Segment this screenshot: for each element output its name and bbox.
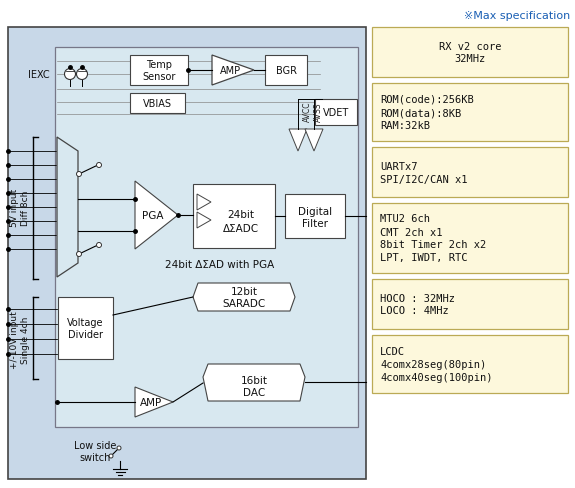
Polygon shape	[305, 130, 323, 152]
Bar	[8, 28, 366, 479]
Text: Filter: Filter	[302, 219, 328, 228]
Text: ※Max specification: ※Max specification	[464, 11, 570, 21]
Text: DAC: DAC	[243, 387, 265, 397]
Text: ROM(code):256KB: ROM(code):256KB	[380, 95, 474, 105]
Text: 12bit: 12bit	[231, 286, 258, 296]
Text: +/-10V input
Single 4ch: +/-10V input Single 4ch	[10, 310, 30, 368]
Text: 5V input
Diff 8ch: 5V input Diff 8ch	[10, 188, 30, 226]
Text: 24bit ΔΣAD with PGA: 24bit ΔΣAD with PGA	[166, 260, 275, 269]
Text: MTU2 6ch: MTU2 6ch	[380, 214, 430, 224]
Text: RAM:32kB: RAM:32kB	[380, 121, 430, 131]
Text: ΔΣADC: ΔΣADC	[223, 224, 259, 234]
Bar	[372, 203, 568, 273]
Text: AMP: AMP	[140, 397, 162, 407]
Polygon shape	[289, 130, 307, 152]
Text: LPT, IWDT, RTC: LPT, IWDT, RTC	[380, 253, 467, 263]
Circle shape	[97, 163, 102, 168]
Text: 32MHz: 32MHz	[454, 54, 486, 64]
Bar	[372, 148, 568, 198]
Text: 16bit: 16bit	[240, 375, 267, 385]
Bar	[55, 48, 358, 427]
Bar	[58, 297, 113, 359]
Circle shape	[64, 69, 75, 81]
Text: LCDC: LCDC	[380, 346, 405, 356]
Circle shape	[76, 252, 82, 257]
Circle shape	[76, 69, 87, 81]
Text: UARTx7: UARTx7	[380, 161, 417, 171]
Circle shape	[97, 243, 102, 248]
Circle shape	[109, 454, 113, 458]
Bar	[265, 56, 307, 86]
Text: CMT 2ch x1: CMT 2ch x1	[380, 227, 443, 237]
Polygon shape	[197, 213, 211, 228]
Bar	[130, 56, 188, 86]
Text: RX v2 core: RX v2 core	[439, 41, 501, 51]
Polygon shape	[135, 182, 178, 249]
Bar	[130, 94, 185, 114]
Polygon shape	[135, 387, 173, 417]
Text: VBIAS: VBIAS	[143, 99, 172, 109]
Circle shape	[76, 172, 82, 177]
Bar	[372, 28, 568, 78]
Text: 4comx40seg(100pin): 4comx40seg(100pin)	[380, 372, 493, 382]
Bar	[372, 84, 568, 142]
Bar	[193, 184, 275, 248]
Polygon shape	[203, 364, 305, 401]
Text: BGR: BGR	[275, 66, 297, 76]
Bar	[285, 195, 345, 239]
Text: Temp
Sensor: Temp Sensor	[143, 60, 176, 81]
Text: HOCO : 32MHz: HOCO : 32MHz	[380, 293, 455, 303]
Text: Low side
switch: Low side switch	[74, 440, 116, 462]
Polygon shape	[197, 195, 211, 210]
Text: AVCC
AVSS: AVCC AVSS	[303, 102, 323, 122]
Text: 24bit: 24bit	[228, 209, 255, 220]
Text: 4comx28seg(80pin): 4comx28seg(80pin)	[380, 359, 486, 369]
Polygon shape	[212, 56, 254, 86]
Text: Voltage
Divider: Voltage Divider	[67, 318, 104, 339]
Bar	[372, 280, 568, 329]
Polygon shape	[193, 284, 295, 311]
Text: SARADC: SARADC	[223, 298, 266, 308]
Text: ROM(data):8KB: ROM(data):8KB	[380, 108, 461, 118]
Text: SPI/I2C/CAN x1: SPI/I2C/CAN x1	[380, 174, 467, 184]
Polygon shape	[57, 138, 78, 278]
Text: LOCO : 4MHz: LOCO : 4MHz	[380, 306, 449, 316]
Text: 8bit Timer 2ch x2: 8bit Timer 2ch x2	[380, 240, 486, 250]
Text: AMP: AMP	[220, 66, 241, 76]
Bar	[315, 100, 357, 126]
Bar	[372, 335, 568, 393]
Text: IEXC: IEXC	[28, 70, 50, 80]
Circle shape	[117, 446, 121, 450]
Text: Digital: Digital	[298, 206, 332, 217]
Text: VDET: VDET	[323, 108, 349, 118]
Text: PGA: PGA	[142, 210, 164, 221]
